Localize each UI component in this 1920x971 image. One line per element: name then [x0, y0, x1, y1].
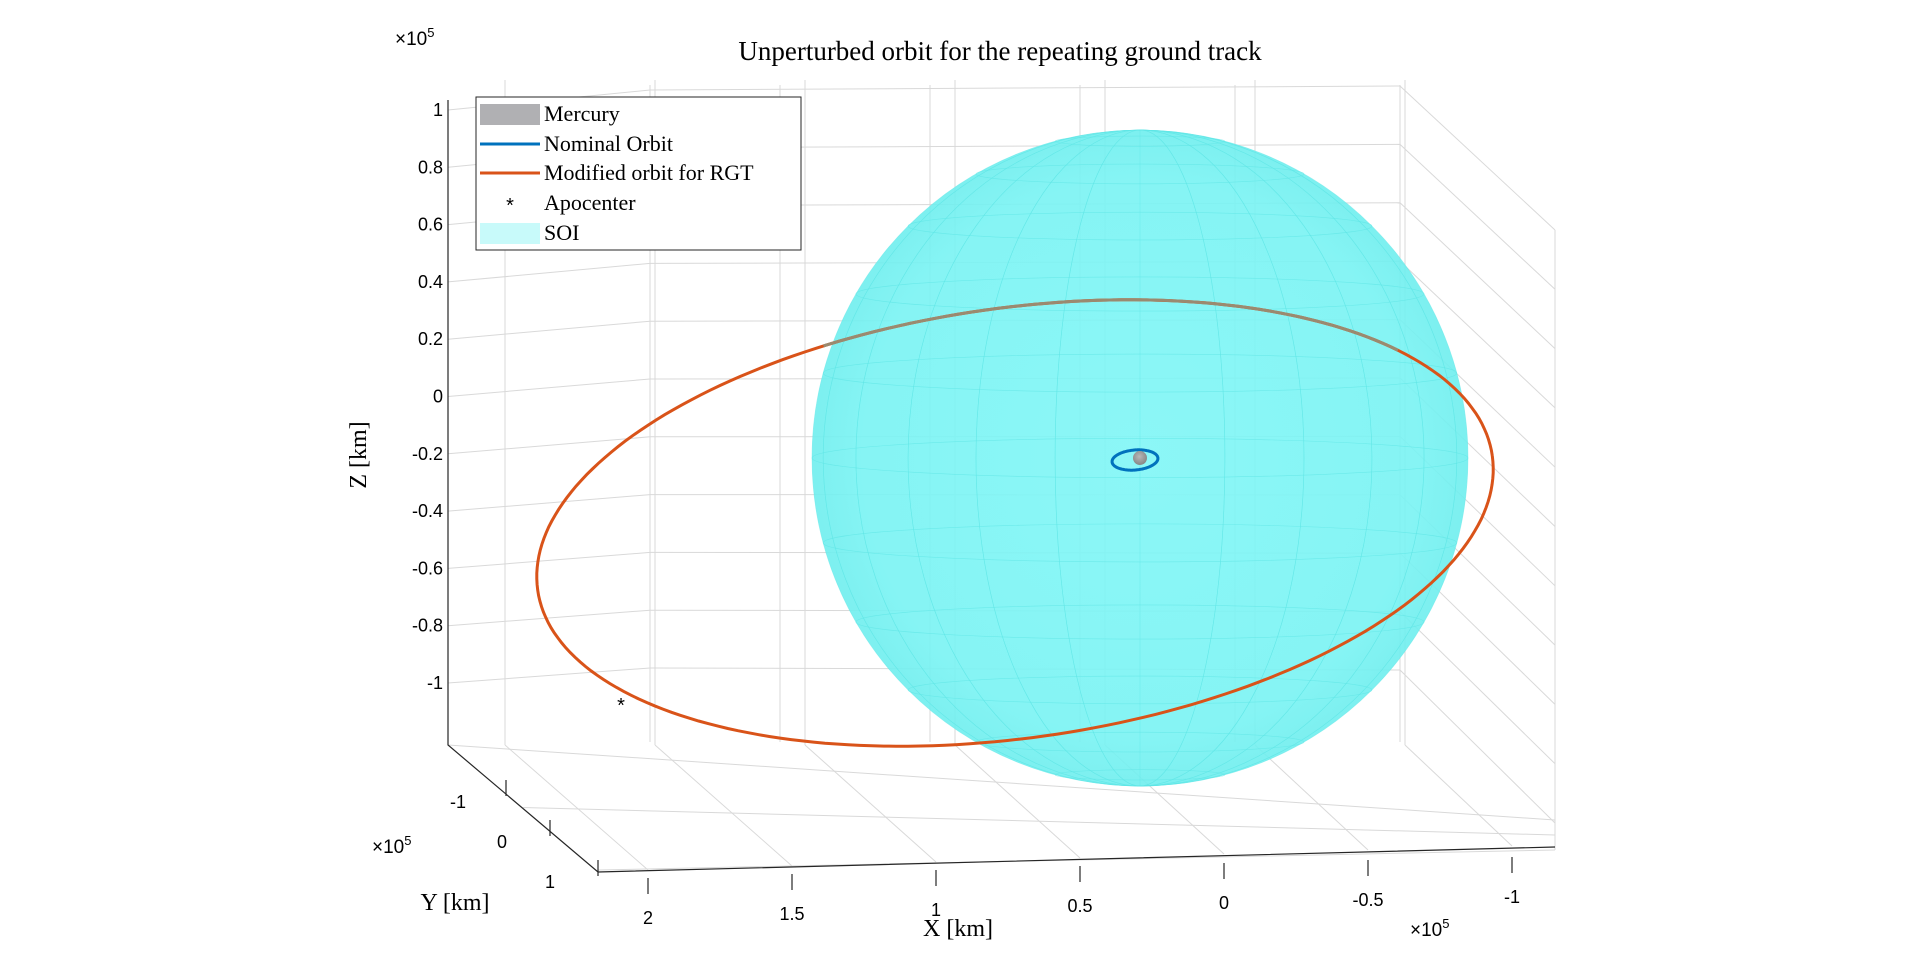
grid-line	[1399, 611, 1556, 765]
x-tick-labels: 2 1.5 1 0.5 0 -0.5 -1	[643, 857, 1520, 928]
legend-label-nominal-orbit: Nominal Orbit	[544, 131, 673, 156]
z-tick-label: -0.8	[412, 616, 443, 636]
y-exponent-label: ×105	[372, 833, 411, 858]
grid-line	[504, 744, 649, 871]
grid-line	[1399, 260, 1556, 409]
legend-label-modified-orbit: Modified orbit for RGT	[544, 160, 754, 185]
z-tick-label: 0.6	[418, 215, 443, 235]
y-exponent-base: ×10	[372, 837, 404, 858]
z-tick-label: 1	[433, 100, 443, 120]
x-tick-label: -1	[1504, 887, 1520, 907]
soi-mesh-line	[822, 129, 1458, 787]
y-tick-labels: -1 0 1	[450, 780, 599, 892]
legend-label-soi: SOI	[544, 220, 579, 245]
y-tick-label: -1	[450, 792, 466, 812]
nominal-orbit-line	[1110, 448, 1160, 472]
grid-line	[1399, 202, 1556, 349]
legend: Mercury Nominal Orbit Modified orbit for…	[475, 96, 802, 251]
x-exponent-label: ×105	[1410, 916, 1449, 941]
grid-line	[447, 551, 651, 569]
grid-line	[447, 436, 651, 455]
y-tick-label: 1	[545, 872, 555, 892]
z-exponent-label: ×105	[395, 25, 434, 50]
grid-line	[447, 667, 651, 684]
grid-line	[1399, 144, 1556, 290]
grid-line	[1404, 744, 1513, 847]
grid-line	[447, 494, 651, 512]
legend-marker-apocenter: *	[506, 195, 514, 217]
z-tick-label: -0.6	[412, 558, 443, 578]
x-tick-label: 0.5	[1067, 896, 1092, 916]
x-tick-label: 1.5	[779, 904, 804, 924]
x-exponent-power: 5	[1442, 916, 1449, 931]
grid-line	[1399, 669, 1556, 824]
grid-line	[654, 744, 793, 867]
x-exponent-base: ×10	[1410, 920, 1442, 941]
grid-line	[649, 85, 1401, 91]
mercury-sphere	[1133, 451, 1147, 465]
z-tick-label: 0	[433, 387, 443, 407]
x-tick-label: 0	[1219, 893, 1229, 913]
grid-line	[1254, 744, 1369, 851]
axes	[447, 100, 1556, 873]
x-tick-label: 1	[931, 900, 941, 920]
y-axis-label: Y [km]	[420, 890, 489, 916]
grid-line	[954, 744, 1081, 859]
z-exponent-power: 5	[427, 25, 434, 40]
z-tick-label: 0.4	[418, 272, 443, 292]
z-tick-label: -1	[427, 673, 443, 693]
legend-label-apocenter: Apocenter	[544, 190, 636, 215]
z-tick-label: -0.2	[412, 444, 443, 464]
x-tick-label: 2	[643, 908, 653, 928]
axis-line	[447, 100, 1556, 873]
chart-title: Unperturbed orbit for the repeating grou…	[738, 36, 1262, 66]
z-tick-label: -0.4	[412, 501, 443, 521]
grid-line	[522, 807, 1556, 836]
grid-line	[447, 262, 651, 283]
legend-swatch-mercury	[480, 104, 540, 125]
z-tick-labels: 1 0.8 0.6 0.4 0.2 0 -0.2 -0.4 -0.6 -0.8 -1	[412, 100, 443, 693]
y-exponent-power: 5	[404, 833, 411, 848]
z-tick-label: 0.8	[418, 157, 443, 177]
z-tick-label: 0.2	[418, 329, 443, 349]
legend-label-mercury: Mercury	[544, 101, 620, 126]
apocenter-marker: *	[617, 695, 625, 717]
grid-line	[447, 320, 651, 340]
z-axis-label: Z [km]	[346, 421, 372, 488]
grid-line	[1399, 85, 1556, 231]
grid-line	[447, 378, 651, 397]
legend-swatch-soi	[480, 223, 540, 244]
grid-line	[447, 609, 651, 627]
y-tick-label: 0	[497, 832, 507, 852]
z-exponent-base: ×10	[395, 29, 427, 50]
grid-line	[447, 744, 1556, 821]
x-tick-label: -0.5	[1352, 890, 1383, 910]
modified-orbit-back-segment	[823, 298, 1399, 352]
grid-line	[804, 744, 937, 863]
x-axis-label: X [km]	[923, 916, 993, 942]
